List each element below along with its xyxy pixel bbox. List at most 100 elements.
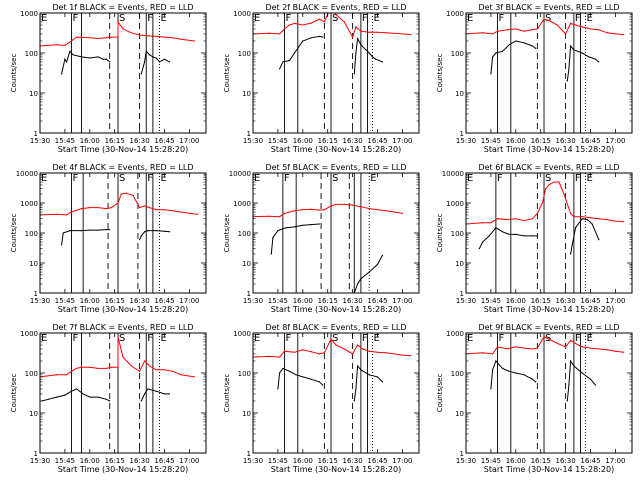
events-point <box>109 400 111 402</box>
x-tick-label: 16:45 <box>367 457 387 465</box>
lld-point <box>117 21 119 23</box>
lld-point <box>506 29 509 31</box>
time-marker-label: E <box>467 13 473 24</box>
events-point <box>105 398 107 400</box>
x-tick-label: 15:45 <box>268 297 288 305</box>
time-marker-label: F <box>575 173 581 184</box>
time-marker-label: E <box>254 333 260 344</box>
x-axis-label: Start Time (30-Nov-14 15:28:20) <box>271 305 401 314</box>
lld-point <box>598 29 600 31</box>
events-point <box>60 244 63 246</box>
x-tick-label: 16:15 <box>531 137 551 145</box>
lld-line <box>40 20 195 47</box>
lld-point <box>393 353 395 355</box>
lld-point <box>172 37 174 39</box>
plot-frame <box>39 12 207 134</box>
x-tick-label: 15:30 <box>456 137 476 145</box>
lld-point <box>410 355 412 357</box>
events-point <box>569 45 572 47</box>
events-point <box>102 58 104 60</box>
lld-point <box>548 184 550 186</box>
lld-point <box>122 28 124 30</box>
lld-point <box>355 26 357 28</box>
lld-point <box>496 218 499 220</box>
time-marker-label: F <box>499 333 505 344</box>
events-point <box>523 235 525 237</box>
events-point <box>163 230 166 232</box>
events-point <box>143 231 146 233</box>
lld-point <box>330 338 332 340</box>
x-tick-label: 16:30 <box>556 457 576 465</box>
events-point <box>581 52 583 54</box>
time-marker-label: E <box>41 13 47 24</box>
x-tick-label: 16:30 <box>343 297 363 305</box>
y-tick-label: 1 <box>460 290 464 298</box>
events-point <box>569 360 572 362</box>
time-marker-label: F <box>362 13 368 24</box>
lld-point <box>558 181 560 183</box>
x-axis-label: Start Time (30-Nov-14 15:28:20) <box>484 465 614 474</box>
x-axis-label: Start Time (30-Nov-14 15:28:20) <box>484 305 614 314</box>
events-point <box>353 400 355 402</box>
events-point <box>70 390 73 392</box>
lld-point <box>323 352 325 354</box>
events-point <box>322 36 324 38</box>
lld-point <box>269 32 271 34</box>
chart-title: Det 3f BLACK = Events, RED = LLD <box>478 3 619 12</box>
lld-point <box>335 344 337 346</box>
lld-point <box>491 33 494 35</box>
y-tick-label: 1 <box>247 130 251 138</box>
lld-point <box>117 336 119 338</box>
events-point <box>109 61 111 63</box>
x-tick-label: 16:15 <box>105 297 125 305</box>
x-tick-label: 16:00 <box>293 137 313 145</box>
lld-point <box>343 348 345 350</box>
lld-point <box>352 36 354 38</box>
events-line <box>61 50 111 75</box>
lld-point <box>623 351 625 353</box>
x-tick-label: 16:45 <box>154 297 174 305</box>
y-tick-label: 1 <box>34 290 38 298</box>
events-point <box>145 50 147 52</box>
x-tick-label: 16:45 <box>367 137 387 145</box>
lld-point <box>385 210 387 212</box>
lld-point <box>155 369 157 371</box>
events-point <box>80 56 83 58</box>
events-point <box>60 73 63 75</box>
lld-point <box>302 24 304 26</box>
x-tick-label: 16:45 <box>580 297 600 305</box>
y-tick-label: 1000 <box>20 200 38 208</box>
events-point <box>355 388 357 390</box>
events-point <box>318 381 320 383</box>
y-axis-label: Counts/sec <box>10 54 18 93</box>
y-tick-label: 10 <box>242 410 251 418</box>
events-point <box>302 40 304 42</box>
lld-series <box>253 203 403 218</box>
y-tick-label: 1 <box>34 450 38 458</box>
chart-title: Det 5f BLACK = Events, RED = LLD <box>265 163 406 172</box>
events-point <box>495 227 497 229</box>
events-point <box>109 228 111 231</box>
lld-point <box>531 218 533 220</box>
lld-point <box>553 181 555 183</box>
chart-title: Det 8f BLACK = Events, RED = LLD <box>265 323 406 332</box>
x-axis-label: Start Time (30-Nov-14 15:28:20) <box>58 465 188 474</box>
time-marker-label: S <box>119 13 125 24</box>
time-marker-label: S <box>119 173 125 184</box>
lld-point <box>556 24 558 26</box>
lld-series <box>253 338 412 358</box>
events-point <box>491 369 494 371</box>
events-point <box>168 393 171 395</box>
detector-panel: Det 2f BLACK = Events, RED = LLD E F S F E 15:… <box>213 0 426 160</box>
y-axis-label: Counts/sec <box>223 374 231 413</box>
lld-point <box>148 365 151 367</box>
x-tick-label: 16:30 <box>130 137 150 145</box>
events-point <box>155 57 157 59</box>
x-tick-label: 16:00 <box>506 457 526 465</box>
lld-point <box>269 215 271 217</box>
lld-series <box>466 336 625 355</box>
events-point <box>293 226 296 228</box>
lld-point <box>278 356 281 358</box>
